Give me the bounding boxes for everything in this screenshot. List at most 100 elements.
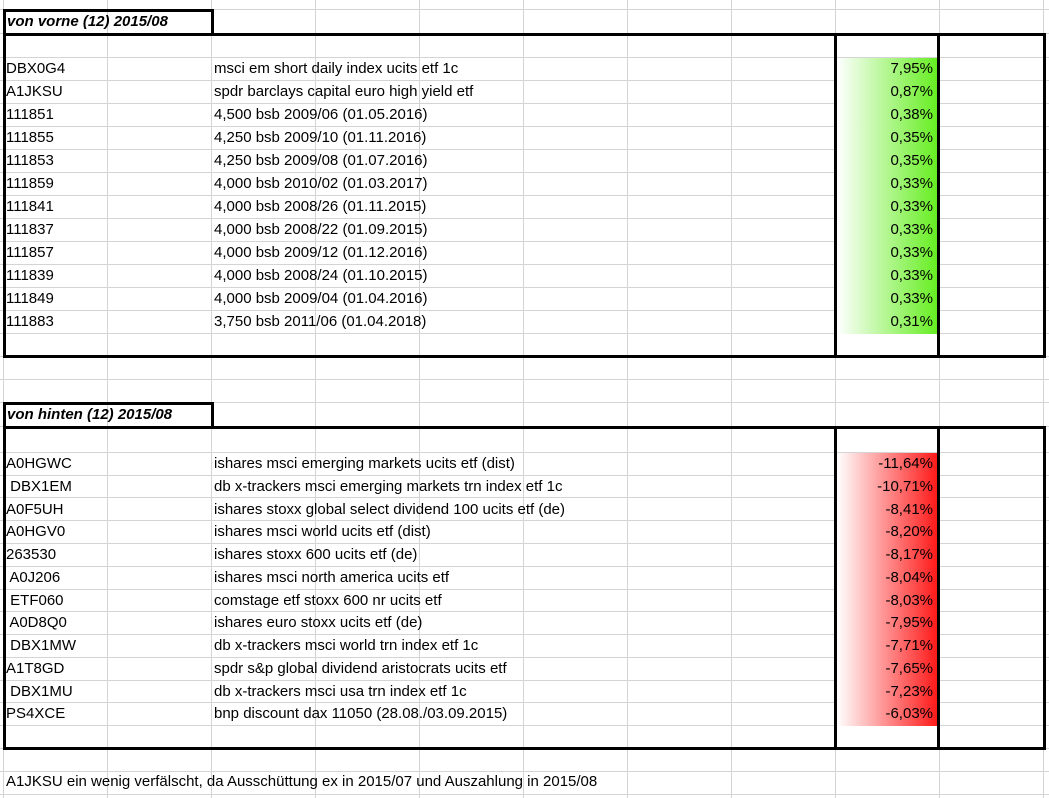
performance-value[interactable]: 7,95%	[890, 60, 933, 77]
security-name[interactable]: 4,250 bsb 2009/10 (01.11.2016)	[214, 129, 427, 146]
security-name[interactable]: ishares stoxx global select dividend 100…	[214, 500, 566, 518]
security-code[interactable]: A0HGWC	[6, 455, 72, 472]
column-gridline	[523, 0, 524, 798]
performance-value[interactable]: -7,95%	[885, 614, 933, 632]
data-bar	[837, 544, 937, 567]
data-bar	[837, 703, 937, 727]
performance-value[interactable]: 0,87%	[890, 83, 933, 100]
security-name[interactable]: 4,500 bsb 2009/06 (01.05.2016)	[214, 106, 428, 123]
security-name[interactable]: msci em short daily index ucits etf 1c	[214, 60, 459, 77]
data-bar	[837, 566, 937, 590]
performance-value[interactable]: -8,41%	[885, 500, 933, 518]
security-name[interactable]: 4,000 bsb 2008/22 (01.09.2015)	[214, 221, 428, 238]
performance-value[interactable]: -8,03%	[885, 591, 933, 609]
row-gridline	[0, 452, 1049, 453]
data-bar	[837, 498, 937, 522]
performance-value[interactable]: 0,38%	[890, 106, 933, 123]
row-gridline	[0, 566, 1049, 567]
security-code[interactable]: 111837	[6, 221, 54, 238]
performance-value[interactable]: -7,65%	[885, 659, 933, 677]
security-name[interactable]: spdr s&p global dividend aristocrats uci…	[214, 659, 507, 677]
security-code[interactable]: A0D8Q0	[6, 614, 67, 632]
performance-value[interactable]: 0,33%	[890, 290, 933, 307]
performance-value[interactable]: -11,64%	[878, 455, 933, 472]
security-name[interactable]: ishares msci emerging markets ucits etf …	[214, 455, 515, 472]
footer-note[interactable]: A1JKSU ein wenig verfälscht, da Ausschüt…	[6, 773, 598, 790]
row-gridline	[0, 264, 1049, 265]
performance-value[interactable]: 0,35%	[890, 129, 933, 146]
performance-value[interactable]: -10,71%	[877, 477, 933, 495]
security-code[interactable]: 111851	[6, 106, 54, 123]
security-name[interactable]: 4,000 bsb 2010/02 (01.03.2017)	[214, 175, 428, 192]
security-name[interactable]: ishares msci world ucits etf (dist)	[214, 523, 431, 541]
performance-value[interactable]: -6,03%	[885, 705, 933, 723]
security-code[interactable]: A1JKSU	[6, 83, 63, 100]
performance-value[interactable]: 0,33%	[890, 175, 933, 192]
column-divider	[937, 33, 940, 356]
security-code[interactable]: A0F5UH	[6, 500, 64, 518]
security-name[interactable]: bnp discount dax 11050 (28.08./03.09.201…	[214, 705, 508, 723]
security-name[interactable]: ishares stoxx 600 ucits etf (de)	[214, 546, 418, 563]
performance-value[interactable]: -8,17%	[885, 546, 933, 563]
security-code[interactable]: 263530	[6, 546, 57, 563]
row-gridline	[0, 402, 1049, 403]
performance-value[interactable]: -8,04%	[885, 568, 933, 586]
security-code[interactable]: 111853	[6, 152, 54, 169]
row-gridline	[0, 379, 1049, 380]
row-gridline	[0, 725, 1049, 726]
security-code[interactable]: 111855	[6, 129, 54, 146]
data-bar	[837, 81, 937, 104]
performance-value[interactable]: 0,35%	[890, 152, 933, 169]
performance-value[interactable]: -7,71%	[885, 637, 933, 654]
performance-value[interactable]: 0,33%	[890, 244, 933, 261]
performance-value[interactable]: -8,20%	[885, 523, 933, 541]
security-code[interactable]: 111841	[6, 198, 54, 215]
security-name[interactable]: db x-trackers msci world trn index etf 1…	[214, 637, 479, 654]
data-bar	[837, 288, 937, 311]
row-gridline	[0, 80, 1049, 81]
security-name[interactable]: db x-trackers msci usa trn index etf 1c	[214, 682, 467, 700]
security-name[interactable]: 4,250 bsb 2009/08 (01.07.2016)	[214, 152, 428, 169]
data-bar	[837, 453, 937, 476]
security-code[interactable]: DBX1MW	[6, 637, 77, 654]
security-name[interactable]: db x-trackers msci emerging markets trn …	[214, 477, 563, 495]
security-name[interactable]: 4,000 bsb 2009/12 (01.12.2016)	[214, 244, 428, 261]
row-gridline	[0, 794, 1049, 795]
security-code[interactable]: DBX1EM	[6, 477, 72, 495]
row-gridline	[0, 657, 1049, 658]
security-name[interactable]: 4,000 bsb 2008/24 (01.10.2015)	[214, 267, 428, 284]
security-code[interactable]: 111839	[6, 267, 54, 284]
column-divider	[937, 426, 940, 748]
data-bar	[837, 242, 937, 265]
security-code[interactable]: ETF060	[6, 591, 64, 609]
security-name[interactable]: ishares euro stoxx ucits etf (de)	[214, 614, 423, 632]
security-code[interactable]: A0J206	[6, 568, 61, 586]
data-bar	[837, 589, 937, 613]
security-code[interactable]: 111857	[6, 244, 54, 261]
performance-value[interactable]: 0,33%	[890, 198, 933, 215]
security-name[interactable]: 4,000 bsb 2008/26 (01.11.2015)	[214, 198, 427, 215]
performance-value[interactable]: 0,33%	[890, 267, 933, 284]
security-name[interactable]: spdr barclays capital euro high yield et…	[214, 83, 474, 100]
performance-value[interactable]: 0,33%	[890, 221, 933, 238]
data-bar	[837, 150, 937, 173]
security-code[interactable]: 111859	[6, 175, 54, 192]
security-code[interactable]: PS4XCE	[6, 705, 66, 723]
security-name[interactable]: 3,750 bsb 2011/06 (01.04.2018)	[214, 313, 427, 330]
security-code[interactable]: 111849	[6, 290, 54, 307]
security-name[interactable]: 4,000 bsb 2009/04 (01.04.2016)	[214, 290, 428, 307]
row-gridline	[0, 611, 1049, 612]
security-code[interactable]: DBX0G4	[6, 60, 66, 77]
security-code[interactable]: DBX1MU	[6, 682, 73, 700]
security-code[interactable]: A1T8GD	[6, 659, 65, 677]
performance-value[interactable]: 0,31%	[890, 313, 933, 330]
data-bar	[837, 680, 937, 704]
performance-value[interactable]: -7,23%	[885, 682, 933, 700]
column-gridline	[627, 0, 628, 798]
security-code[interactable]: 111883	[6, 313, 54, 330]
security-name[interactable]: ishares msci north america ucits etf	[214, 568, 450, 586]
row-gridline	[0, 195, 1049, 196]
security-name[interactable]: comstage etf stoxx 600 nr ucits etf	[214, 591, 442, 609]
security-code[interactable]: A0HGV0	[6, 523, 66, 541]
row-gridline	[0, 771, 1049, 772]
